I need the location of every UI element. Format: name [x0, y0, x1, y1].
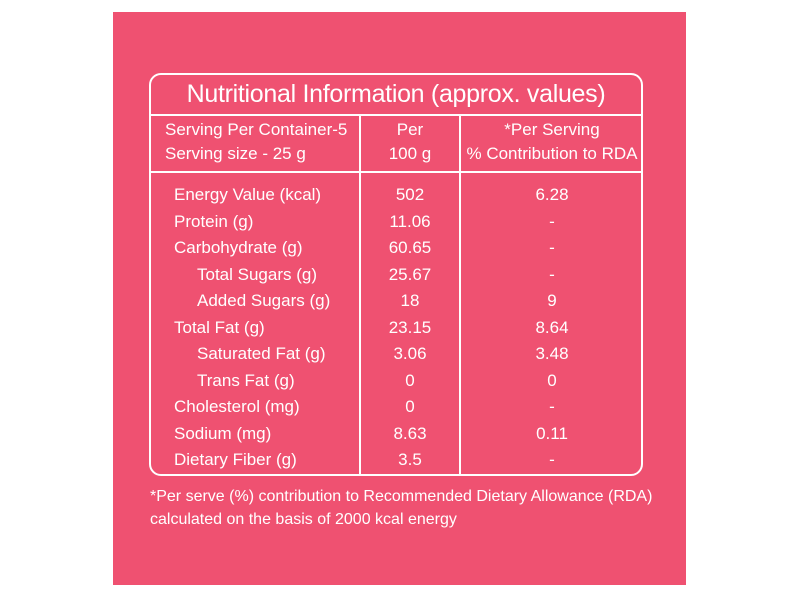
- nutrient-name: Protein (g): [174, 211, 254, 231]
- per-100g-value: 3.06: [393, 344, 427, 363]
- nutrient-name: Trans Fat (g): [197, 370, 295, 390]
- column-divider: [359, 114, 361, 475]
- nutrient-name: Dietary Fiber (g): [174, 450, 297, 469]
- per-100g-value: 11.06: [389, 211, 431, 231]
- rda-value: 3.48: [535, 344, 569, 363]
- per-100g-value: 8.63: [393, 423, 427, 443]
- per-100g-value: 23.15: [388, 317, 432, 337]
- column-divider: [459, 114, 461, 475]
- nutrient-name: Saturated Fat (g): [197, 344, 326, 363]
- rda-value: 0: [547, 370, 557, 390]
- divider: [150, 171, 642, 173]
- divider: [150, 114, 642, 116]
- per-100g-value: 18: [400, 291, 420, 310]
- column-header: Per: [396, 120, 424, 139]
- per-100g-value: 60.65: [388, 238, 432, 257]
- footnote: calculated on the basis of 2000 kcal ene…: [150, 511, 457, 528]
- rda-value: 9: [547, 291, 557, 310]
- per-100g-value: 25.67: [388, 264, 432, 284]
- nutrient-name: Sodium (mg): [174, 423, 272, 443]
- serving-info: Serving size - 25 g: [165, 144, 306, 163]
- column-header: % Contribution to RDA: [466, 144, 638, 163]
- per-100g-value: 0: [405, 397, 415, 416]
- rda-value: -: [549, 211, 555, 231]
- rda-value: -: [549, 397, 555, 416]
- nutrient-name: Added Sugars (g): [197, 291, 331, 310]
- rda-value: 0.11: [536, 423, 568, 443]
- nutrient-name: Carbohydrate (g): [174, 238, 303, 257]
- nutrient-name: Total Sugars (g): [197, 264, 317, 284]
- title: Nutritional Information (approx. values): [186, 80, 606, 108]
- rda-value: 8.64: [535, 317, 569, 337]
- footnote: *Per serve (%) contribution to Recommend…: [150, 488, 653, 505]
- nutrient-name: Total Fat (g): [174, 317, 265, 337]
- column-header: 100 g: [388, 144, 432, 163]
- per-100g-value: 3.5: [398, 450, 422, 469]
- rda-value: -: [549, 264, 555, 284]
- per-100g-value: 0: [405, 370, 415, 390]
- rda-value: -: [549, 238, 555, 257]
- table-border: [149, 73, 643, 476]
- label-panel: Nutritional Information (approx. values)…: [113, 12, 686, 585]
- per-100g-value: 502: [395, 185, 425, 204]
- serving-info: Serving Per Container-5: [165, 120, 348, 139]
- rda-value: -: [549, 450, 555, 469]
- column-header: *Per Serving: [504, 120, 600, 139]
- nutrient-name: Cholesterol (mg): [174, 397, 300, 416]
- rda-value: 6.28: [535, 185, 569, 204]
- nutrient-name: Energy Value (kcal): [174, 185, 322, 204]
